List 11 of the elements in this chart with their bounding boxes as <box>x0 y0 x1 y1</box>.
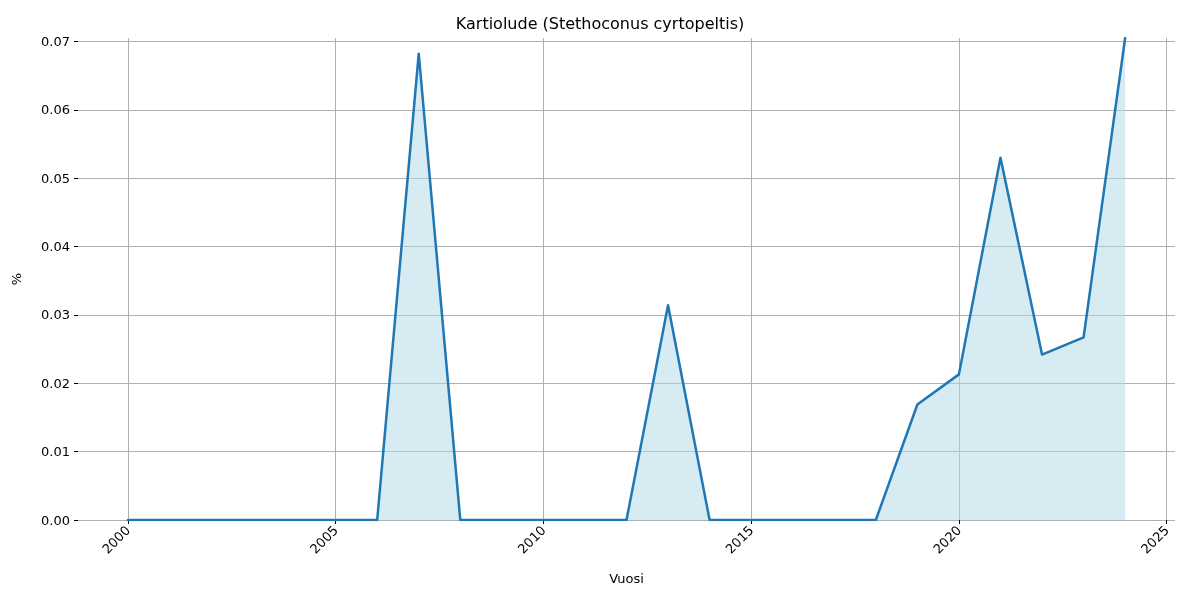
chart-title: Kartiolude (Stethoconus cyrtopeltis) <box>455 13 745 33</box>
y-tick-label: 0.07 <box>41 33 70 49</box>
y-axis-title: % <box>9 272 24 286</box>
x-axis-title: Vuosi <box>609 571 644 586</box>
y-tick-label: 0.01 <box>41 444 70 460</box>
y-tick-label: 0.00 <box>41 512 70 528</box>
y-tick-label: 0.02 <box>41 375 70 391</box>
y-tick-label: 0.04 <box>41 239 70 255</box>
y-tick-label: 0.05 <box>41 170 70 186</box>
y-tick-label: 0.06 <box>41 102 70 118</box>
y-tick-label: 0.03 <box>41 307 70 323</box>
